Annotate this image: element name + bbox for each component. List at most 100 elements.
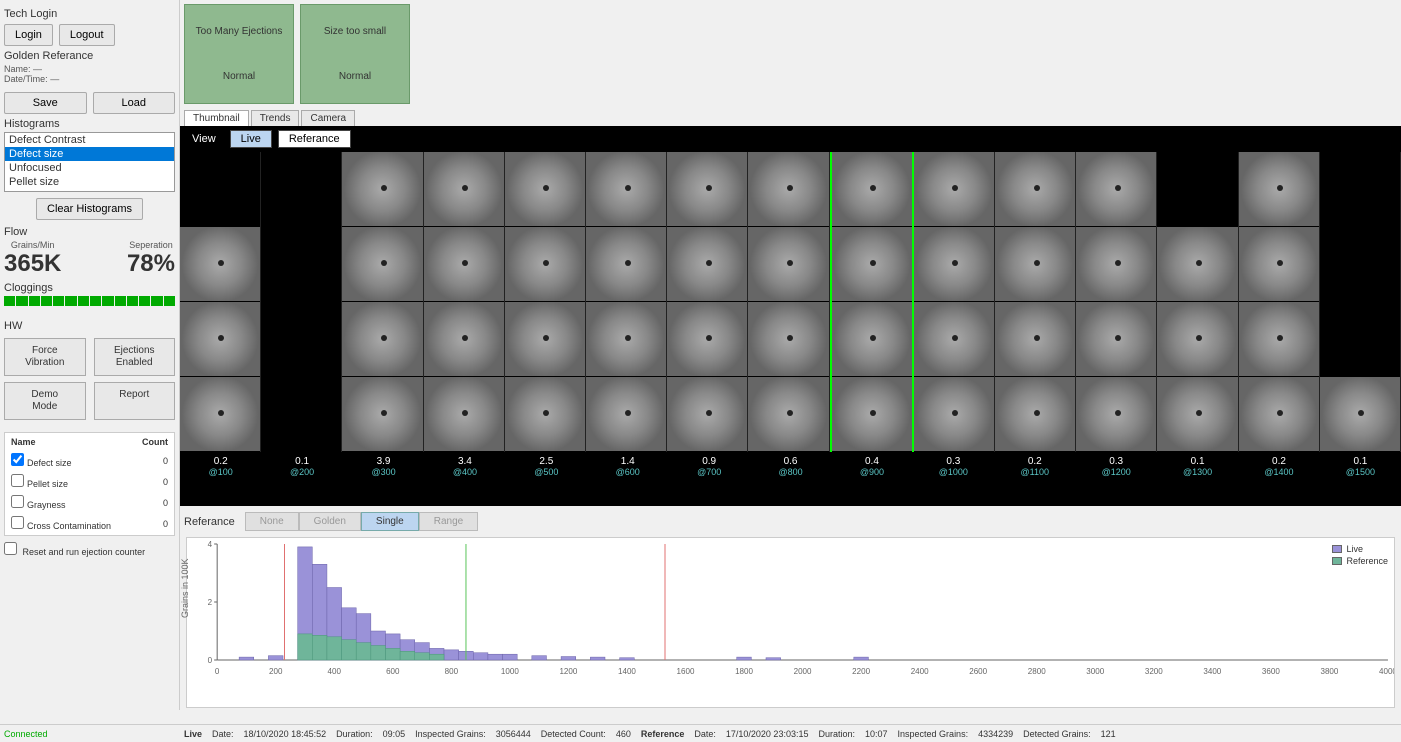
histogram-list-item[interactable]: Defect size	[5, 147, 174, 161]
thumbnail-cell[interactable]	[914, 152, 994, 227]
thumbnail-cell[interactable]	[424, 227, 504, 302]
thumbnail-cell[interactable]	[505, 227, 585, 302]
thumbnail-cell[interactable]	[1157, 377, 1237, 452]
thumbnail-cell[interactable]	[1320, 377, 1400, 452]
thumbnail-cell[interactable]	[1157, 227, 1237, 302]
live-view-button[interactable]: Live	[230, 130, 272, 148]
histogram-list-item[interactable]: Defect Contrast	[5, 133, 174, 147]
load-button[interactable]: Load	[93, 92, 176, 114]
report-button[interactable]: Report	[94, 382, 176, 420]
thumbnail-cell[interactable]	[586, 152, 666, 227]
ref-button-single[interactable]: Single	[361, 512, 419, 531]
thumbnail-cell[interactable]	[180, 227, 260, 302]
thumbnail-cell[interactable]	[505, 152, 585, 227]
histogram-list-item[interactable]: Grayness	[5, 189, 174, 192]
thumbnail-cell[interactable]	[748, 152, 828, 227]
column-at: @1000	[913, 467, 994, 477]
thumbnail-cell[interactable]	[832, 227, 912, 302]
thumbnail-cell[interactable]	[1076, 377, 1156, 452]
thumbnail-cell[interactable]	[748, 377, 828, 452]
stats-row-checkbox[interactable]	[11, 495, 24, 508]
ref-button-golden[interactable]: Golden	[299, 512, 361, 531]
thumbnail-cell[interactable]	[667, 302, 747, 377]
stats-row-checkbox[interactable]	[11, 453, 24, 466]
thumbnail-cell[interactable]	[1076, 152, 1156, 227]
thumbnail-cell[interactable]	[995, 227, 1075, 302]
tab-thumbnail[interactable]: Thumbnail	[184, 110, 249, 126]
stats-row-checkbox[interactable]	[11, 474, 24, 487]
thumbnail-cell[interactable]	[832, 152, 912, 227]
thumbnail-cell[interactable]	[1320, 227, 1400, 302]
thumbnail-cell[interactable]	[832, 302, 912, 377]
thumbnail-cell[interactable]	[261, 227, 341, 302]
thumbnail-cell[interactable]	[995, 302, 1075, 377]
thumbnail-cell[interactable]	[261, 377, 341, 452]
thumbnail-cell[interactable]	[1076, 227, 1156, 302]
thumbnail-column	[424, 152, 505, 452]
clog-segment	[102, 296, 113, 306]
stats-row-checkbox[interactable]	[11, 516, 24, 529]
thumbnail-cell[interactable]	[667, 377, 747, 452]
reference-view-button[interactable]: Referance	[278, 130, 351, 148]
thumbnail-cell[interactable]	[832, 377, 912, 452]
thumbnail-cell[interactable]	[1239, 377, 1319, 452]
ejections-enabled-button[interactable]: EjectionsEnabled	[94, 338, 176, 376]
thumbnail-cell[interactable]	[342, 227, 422, 302]
thumbnail-cell[interactable]	[1076, 302, 1156, 377]
thumbnail-cell[interactable]	[342, 377, 422, 452]
thumbnail-cell[interactable]	[342, 152, 422, 227]
column-value: 2.5	[506, 456, 587, 467]
thumbnail-cell[interactable]	[1320, 152, 1400, 227]
thumbnail-cell[interactable]	[586, 377, 666, 452]
tab-camera[interactable]: Camera	[301, 110, 355, 126]
thumbnail-cell[interactable]	[1157, 302, 1237, 377]
column-value: 0.1	[1320, 456, 1401, 467]
thumbnail-cell[interactable]	[1239, 152, 1319, 227]
stats-row-count: 0	[133, 472, 172, 491]
clear-histograms-button[interactable]: Clear Histograms	[36, 198, 143, 220]
clog-segment	[53, 296, 64, 306]
histogram-list-item[interactable]: Pellet size	[5, 175, 174, 189]
save-button[interactable]: Save	[4, 92, 87, 114]
thumbnail-cell[interactable]	[180, 152, 260, 227]
thumbnail-cell[interactable]	[180, 302, 260, 377]
thumbnail-cell[interactable]	[748, 302, 828, 377]
thumbnail-cell[interactable]	[748, 227, 828, 302]
reset-checkbox[interactable]	[4, 542, 17, 555]
login-button[interactable]: Login	[4, 24, 53, 46]
thumbnail-cell[interactable]	[505, 377, 585, 452]
thumbnail-cell[interactable]	[261, 152, 341, 227]
thumbnail-cell[interactable]	[995, 152, 1075, 227]
thumbnail-cell[interactable]	[1157, 152, 1237, 227]
force-vibration-button[interactable]: ForceVibration	[4, 338, 86, 376]
histogram-list-item[interactable]: Unfocused	[5, 161, 174, 175]
thumbnail-cell[interactable]	[914, 377, 994, 452]
tab-trends[interactable]: Trends	[251, 110, 300, 126]
thumbnail-cell[interactable]	[342, 302, 422, 377]
thumbnail-cell[interactable]	[1239, 227, 1319, 302]
thumbnail-cell[interactable]	[1239, 302, 1319, 377]
logout-button[interactable]: Logout	[59, 24, 115, 46]
thumbnail-cell[interactable]	[424, 302, 504, 377]
demo-mode-button[interactable]: DemoMode	[4, 382, 86, 420]
thumbnail-cell[interactable]	[505, 302, 585, 377]
ref-button-none[interactable]: None	[245, 512, 299, 531]
live-dur-value: 09:05	[383, 729, 406, 739]
thumbnail-cell[interactable]	[667, 227, 747, 302]
ref-date-value: 17/10/2020 23:03:15	[726, 729, 809, 739]
thumbnail-cell[interactable]	[1320, 302, 1400, 377]
thumbnail-cell[interactable]	[586, 227, 666, 302]
thumbnail-cell[interactable]	[424, 152, 504, 227]
clog-segment	[90, 296, 101, 306]
thumbnail-cell[interactable]	[667, 152, 747, 227]
thumbnail-cell[interactable]	[586, 302, 666, 377]
thumbnail-cell[interactable]	[914, 302, 994, 377]
thumbnail-cell[interactable]	[914, 227, 994, 302]
histograms-listbox[interactable]: Defect ContrastDefect sizeUnfocusedPelle…	[4, 132, 175, 192]
thumbnail-cell[interactable]	[261, 302, 341, 377]
thumbnail-cell[interactable]	[424, 377, 504, 452]
thumbnail-cell[interactable]	[995, 377, 1075, 452]
ref-button-range[interactable]: Range	[419, 512, 478, 531]
thumbnail-cell[interactable]	[180, 377, 260, 452]
view-label: View	[184, 131, 224, 147]
